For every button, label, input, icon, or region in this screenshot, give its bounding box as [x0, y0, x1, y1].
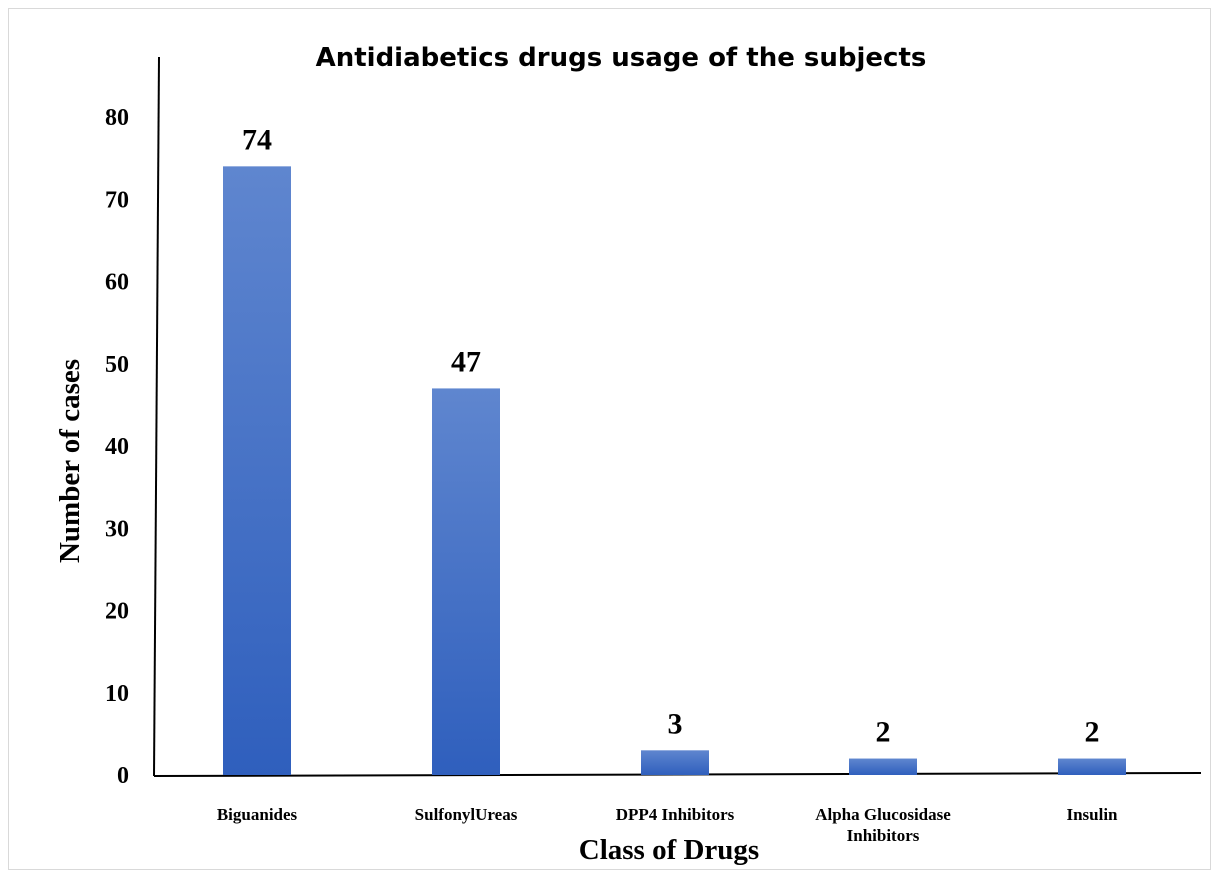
category-label: SulfonylUreas: [415, 805, 518, 824]
bar-value-label: 74: [242, 123, 272, 156]
category-label: Insulin: [1066, 805, 1118, 824]
bar: [641, 750, 709, 775]
y-axis-line: [153, 56, 160, 777]
y-tick-label: 70: [105, 187, 129, 213]
bar-value-label: 2: [876, 716, 891, 749]
x-axis-label: Class of Drugs: [579, 834, 759, 866]
bar-value-label: 2: [1085, 716, 1100, 749]
category-label: Biguanides: [217, 805, 298, 824]
bar: [432, 388, 500, 775]
category-label: Inhibitors: [847, 826, 920, 845]
y-axis-label: Number of cases: [54, 359, 86, 563]
y-tick-label: 60: [105, 270, 129, 296]
chart-frame: Antidiabetics drugs usage of the subject…: [8, 8, 1211, 870]
bar: [223, 166, 291, 776]
bar: [849, 758, 917, 775]
bar: [1058, 758, 1126, 775]
bar-value-label: 3: [668, 707, 683, 740]
y-tick-label: 40: [105, 434, 129, 460]
category-labels: Biguanides SulfonylUreas DPP4 Inhibitors Al…: [217, 805, 1118, 845]
y-tick-label: 80: [105, 105, 129, 131]
y-tick-labels: 0 10 20 30 40 50 60 70 80: [105, 105, 129, 789]
bars: [223, 166, 1126, 776]
y-tick-label: 10: [105, 681, 129, 707]
y-tick-label: 20: [105, 599, 129, 625]
y-tick-label: 50: [105, 352, 129, 378]
category-label: DPP4 Inhibitors: [616, 805, 735, 824]
y-tick-label: 30: [105, 516, 129, 542]
chart-title: Antidiabetics drugs usage of the subject…: [316, 43, 927, 73]
category-label: Alpha Glucosidase: [815, 805, 951, 824]
bar-chart: Antidiabetics drugs usage of the subject…: [54, 43, 1202, 866]
y-tick-label: 0: [117, 763, 129, 789]
value-labels: 74 47 3 2 2: [242, 123, 1100, 748]
bar-value-label: 47: [451, 345, 481, 378]
